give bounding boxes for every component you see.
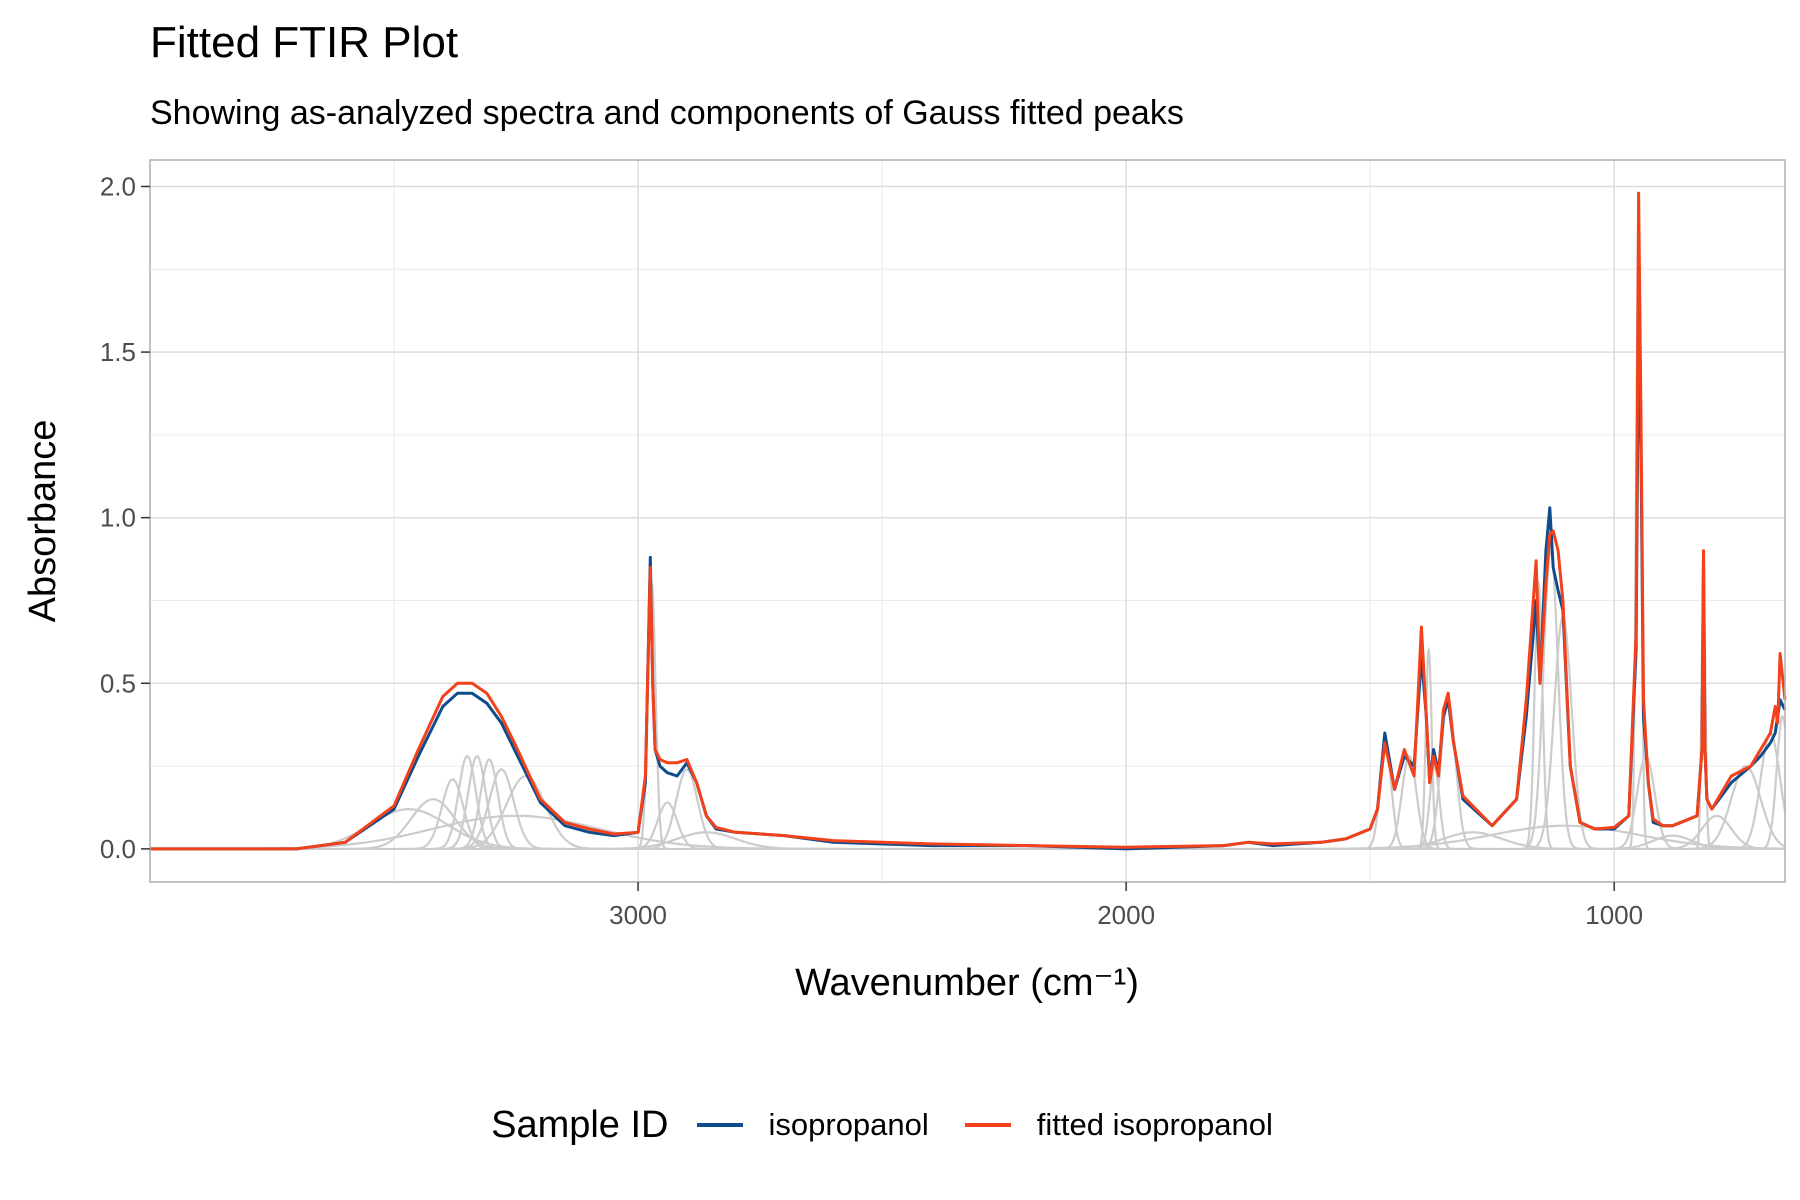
fitted-peak-component [1687,764,1786,850]
fitted-peak-component [643,768,730,850]
y-tick-label: 2.0 [100,171,136,201]
y-axis-title: Absorbance [22,420,64,623]
legend-title: Sample ID [491,1103,669,1146]
fitted-peak-component [1594,834,1751,850]
panel-background [150,160,1785,882]
x-axis-title: Wavenumber (cm⁻¹) [795,962,1139,1004]
fitted-peak-component [432,754,503,850]
legend-key-fitted-isopropanol [964,1123,1011,1127]
fitted-peak-component [1522,580,1555,850]
y-axis-ticks: 0.0 0.5 1.0 1.5 2.0 [100,171,150,864]
fitted-peak-component [409,778,496,850]
fitted-peak-component [1759,715,1787,850]
legend-item-isopropanol: isopropanol [696,1107,929,1143]
grid-minor [150,160,1785,882]
y-tick-label: 0.0 [100,834,136,864]
panel-border [149,159,1786,883]
x-tick-label: 3000 [609,900,667,930]
y-tick-label: 0.5 [100,668,136,698]
y-tick-label: 1.0 [100,503,136,533]
legend-label-isopropanol: isopropanol [768,1107,929,1142]
fitted-peak-component [1731,731,1787,850]
fitted-peak-component [589,831,824,850]
fitted-peak-component [1521,548,1581,850]
grid-major [150,160,1785,882]
series-line-fitted-isopropanol [150,191,1787,851]
x-tick-label: 2000 [1097,900,1155,930]
y-tick-label: 1.5 [100,337,136,367]
legend-key-isopropanol [696,1123,743,1127]
x-axis-ticks: 3000 2000 1000 [609,882,1643,930]
series-lines [150,191,1787,851]
x-tick-label: 1000 [1585,900,1643,930]
fitted-peak-component [453,758,525,850]
chart-subtitle: Showing as-analyzed spectra and componen… [150,94,1184,132]
legend-item-fitted-isopropanol: fitted isopropanol [964,1107,1273,1143]
chart-title: Fitted FTIR Plot [150,18,459,67]
plot-area: 0.00.51.01.52.0 3000 2000 1000 Absorbance … [22,159,1787,1004]
fitted-peak-component [452,768,551,850]
legend: Sample ID isopropanol fitted isopropanol [0,1090,1800,1160]
fitted-peak-component [441,754,513,850]
fitted-peak-component [1658,814,1776,850]
legend-label-fitted-isopropanol: fitted isopropanol [1036,1107,1273,1142]
